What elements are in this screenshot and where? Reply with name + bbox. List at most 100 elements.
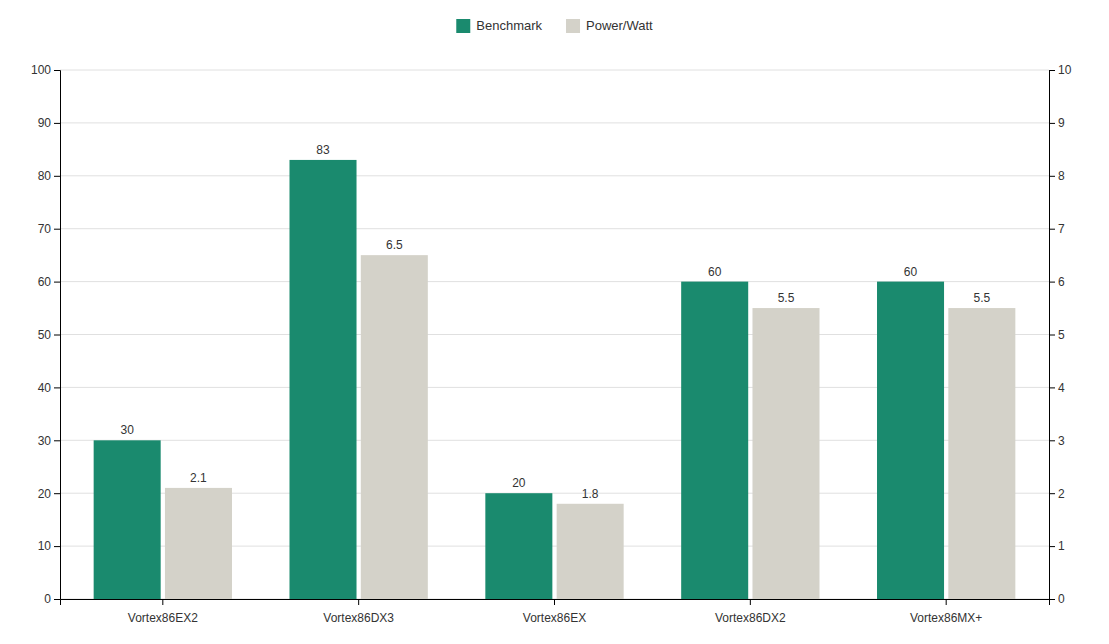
y2-axis: 0 1 2 3 4 5 6 7 8 9 10: [1049, 63, 1072, 606]
tick: 5: [1049, 328, 1065, 342]
grid: [60, 70, 1049, 599]
tick-label: 70: [38, 222, 52, 236]
tick: 1: [1049, 539, 1065, 553]
legend-swatch: [566, 19, 580, 33]
tick-label: 4: [1058, 381, 1065, 395]
tick-label: 8: [1058, 169, 1065, 183]
tick-mark: [54, 176, 60, 177]
tick-mark: [54, 335, 60, 336]
bars: [94, 160, 1016, 599]
tick-mark: [358, 599, 359, 605]
tick-label: Vortex86EX: [523, 611, 586, 625]
tick-mark: [946, 599, 947, 605]
grid-line: [60, 228, 1049, 229]
tick: 10: [1049, 63, 1072, 77]
y-axis: 0 10 20 30 40 50 60 70 80 90 100: [31, 63, 61, 606]
tick-mark: [1049, 229, 1055, 230]
tick: 20: [38, 487, 60, 501]
tick: 30: [38, 434, 60, 448]
tick: 7: [1049, 222, 1065, 236]
tick-mark: [54, 493, 60, 494]
axis-line: [1050, 71, 1056, 600]
tick-label: 40: [38, 381, 52, 395]
tick-mark: [1049, 440, 1055, 441]
tick-label: 9: [1058, 116, 1065, 130]
bar: [948, 308, 1015, 599]
tick-label: 30: [38, 434, 52, 448]
tick: 70: [38, 222, 60, 236]
tick: 80: [38, 169, 60, 183]
tick-mark: [54, 440, 60, 441]
tick: 4: [1049, 381, 1065, 395]
tick-label: Vortex86DX2: [715, 611, 786, 625]
x-axis: Vortex86EX2 Vortex86DX3 Vortex86EX Vortex86…: [61, 599, 1050, 625]
legend-item: Benchmark: [456, 18, 542, 33]
data-label: 2.1: [190, 471, 207, 485]
tick-label: 0: [1058, 592, 1065, 606]
tick-mark: [54, 123, 60, 124]
tick: 3: [1049, 434, 1065, 448]
tick-label: 3: [1058, 434, 1065, 448]
bar: [877, 282, 944, 599]
tick: Vortex86DX2: [715, 599, 786, 625]
data-label: 20: [512, 476, 526, 490]
tick-mark: [54, 282, 60, 283]
bar: [752, 308, 819, 599]
legend-label: Power/Watt: [586, 18, 653, 33]
tick: Vortex86EX2: [128, 599, 198, 625]
grid-line: [60, 122, 1049, 123]
tick: 40: [38, 381, 60, 395]
tick-mark: [1049, 282, 1055, 283]
tick-label: 100: [31, 63, 51, 77]
tick-label: Vortex86MX+: [910, 611, 982, 625]
tick-mark: [54, 229, 60, 230]
data-label: 60: [904, 265, 918, 279]
data-label: 5.5: [973, 291, 990, 305]
tick: 8: [1049, 169, 1065, 183]
tick: Vortex86MX+: [910, 599, 982, 625]
grid-line: [60, 70, 1049, 71]
tick: 0: [1049, 592, 1065, 606]
bar: [681, 282, 748, 599]
tick: 2: [1049, 487, 1065, 501]
tick-label: 20: [38, 487, 52, 501]
tick: 60: [38, 275, 60, 289]
tick: 9: [1049, 116, 1065, 130]
legend-label: Benchmark: [476, 18, 542, 33]
tick-mark: [54, 70, 60, 71]
tick-mark: [54, 546, 60, 547]
tick: Vortex86EX: [523, 599, 586, 625]
data-label: 1.8: [582, 487, 599, 501]
tick-label: 0: [44, 592, 51, 606]
tick-label: 2: [1058, 487, 1065, 501]
tick-mark: [1049, 493, 1055, 494]
tick-label: 7: [1058, 222, 1065, 236]
tick-label: 60: [38, 275, 52, 289]
tick-mark: [750, 599, 751, 605]
tick: 90: [38, 116, 60, 130]
bar: [361, 255, 428, 599]
axis-line: [54, 71, 61, 600]
tick-mark: [554, 599, 555, 605]
tick: 0: [44, 592, 60, 606]
tick-mark: [1049, 387, 1055, 388]
tick: 100: [31, 63, 60, 77]
tick-label: 5: [1058, 328, 1065, 342]
tick-mark: [1049, 335, 1055, 336]
tick-label: 80: [38, 169, 52, 183]
tick: 50: [38, 328, 60, 342]
data-label: 6.5: [386, 238, 403, 252]
tick-mark: [1049, 176, 1055, 177]
bar: [289, 160, 356, 599]
tick-label: 1: [1058, 539, 1065, 553]
data-labels: 30832060602.16.51.85.55.5: [120, 143, 990, 501]
legend-item: Power/Watt: [566, 18, 653, 33]
tick: 6: [1049, 275, 1065, 289]
tick-mark: [54, 387, 60, 388]
tick-label: 10: [1058, 63, 1072, 77]
tick-label: Vortex86DX3: [323, 611, 394, 625]
tick-mark: [1049, 546, 1055, 547]
plot-area: 0 10 20 30 40 50 60 70 80 90 100 0 1 2 3 4 5 6 7 8 9 10 Vortex…: [31, 63, 1072, 625]
data-label: 30: [120, 423, 134, 437]
tick-label: 10: [38, 539, 52, 553]
